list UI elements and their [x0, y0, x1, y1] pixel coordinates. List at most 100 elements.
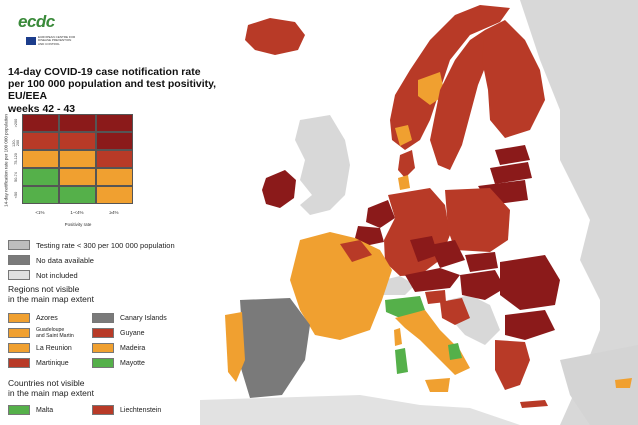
region-label: Martinique — [36, 359, 69, 367]
legend-label: Not included — [36, 270, 78, 280]
region-item: Guadeloupe and Saint Martin — [8, 327, 74, 339]
matrix-x-tick: 1-<4% — [70, 210, 84, 215]
legend-swatch — [92, 358, 114, 368]
belgium — [355, 226, 384, 246]
sweden — [430, 30, 490, 170]
sardinia — [395, 348, 408, 374]
map-title: 14-day COVID-19 case notification rate p… — [8, 66, 217, 115]
legend-swatch — [8, 405, 30, 415]
france-red — [340, 240, 372, 262]
country-label: Liechtenstein — [120, 406, 162, 414]
ecdc-logo: ecdc EUROPEAN CENTRE FOR DISEASE PREVENT… — [8, 6, 78, 48]
legend-swatch — [8, 343, 30, 353]
legend-swatch — [8, 255, 30, 265]
countries-title: Countries not visible in the main map ex… — [8, 378, 94, 398]
estonia — [495, 145, 530, 165]
eu-flag-icon — [26, 37, 36, 45]
region-item: Guyane — [92, 327, 145, 339]
slovakia — [465, 252, 498, 272]
matrix-cell — [22, 132, 59, 150]
spain — [240, 298, 310, 398]
region-label: Guadeloupe and Saint Martin — [36, 327, 74, 339]
matrix-y-tick: <50 — [14, 191, 18, 199]
matrix-y-tick: >200 — [14, 118, 18, 128]
region-label: Canary Islands — [120, 314, 167, 322]
region-item: La Reunion — [8, 342, 72, 354]
poland — [445, 188, 510, 252]
matrix-y-tick: 120-200 — [12, 139, 20, 147]
italy-north-green — [385, 296, 425, 318]
matrix-y-tick: 50-74 — [14, 172, 18, 182]
matrix-cell — [22, 168, 59, 186]
non-eu-land-turkey — [560, 345, 638, 425]
norway — [390, 5, 510, 150]
matrix-cell — [59, 150, 96, 168]
matrix-cell — [22, 186, 59, 204]
region-item: Mayotte — [92, 357, 145, 369]
matrix-cell — [96, 186, 133, 204]
legend-swatch — [92, 405, 114, 415]
matrix-cell — [59, 114, 96, 132]
matrix-cell — [59, 168, 96, 186]
slovenia — [425, 290, 446, 304]
non-eu-land-north-africa — [200, 395, 520, 425]
austria — [405, 268, 460, 292]
country-item: Malta — [8, 404, 53, 416]
norway-south-orange — [418, 72, 445, 105]
region-label: La Reunion — [36, 344, 72, 352]
matrix-cell — [96, 132, 133, 150]
netherlands — [366, 200, 395, 228]
finland — [482, 20, 545, 138]
sicily — [425, 378, 450, 392]
matrix-cell — [96, 114, 133, 132]
matrix-cell — [22, 114, 59, 132]
matrix-cell — [96, 150, 133, 168]
matrix-y-label: 14-day notification rate per 100 000 pop… — [3, 114, 9, 207]
sweden-orange — [395, 125, 412, 146]
logo-subtitle: EUROPEAN CENTRE FOR DISEASE PREVENTION A… — [38, 35, 76, 46]
czechia — [430, 240, 465, 268]
country-label: Malta — [36, 406, 54, 414]
region-item: Azores — [8, 312, 58, 324]
portugal — [225, 312, 245, 382]
latvia — [490, 162, 532, 184]
non-eu-land-greatbritain — [295, 115, 350, 215]
romania — [500, 255, 560, 310]
france — [290, 232, 392, 340]
corsica — [394, 328, 402, 346]
non-eu-land-east — [520, 0, 638, 425]
matrix-x-tick: ≥4% — [109, 210, 119, 215]
legend-item: Testing rate < 300 per 100 000 populatio… — [8, 239, 175, 251]
matrix-cell — [22, 150, 59, 168]
regions-title: Regions not visible in the main map exte… — [8, 284, 94, 304]
denmark-orange — [398, 175, 410, 190]
greece — [495, 340, 530, 390]
region-label: Guyane — [120, 329, 145, 337]
matrix-x-tick: <1% — [35, 210, 45, 215]
legend-swatch — [8, 358, 30, 368]
legend-swatch — [92, 313, 114, 323]
region-item: Madeira — [92, 342, 145, 354]
germany-dark — [410, 236, 438, 262]
legend-swatch — [8, 240, 30, 250]
italy-green — [448, 343, 462, 360]
matrix-cell — [96, 168, 133, 186]
region-label: Madeira — [120, 344, 146, 352]
iceland — [245, 18, 305, 55]
region-item: Martinique — [8, 357, 69, 369]
bulgaria — [505, 310, 555, 340]
croatia — [440, 298, 470, 325]
cyprus — [615, 378, 632, 388]
risk-matrix — [22, 114, 134, 206]
denmark — [398, 150, 415, 178]
matrix-cell — [59, 186, 96, 204]
legend-swatch — [8, 270, 30, 280]
matrix-y-tick: 75-120 — [14, 153, 18, 165]
crete — [520, 400, 548, 408]
hungary — [460, 270, 505, 300]
legend-item: No data available — [8, 254, 94, 266]
region-item: Canary Islands — [92, 312, 167, 324]
legend-swatch — [8, 328, 30, 338]
legend-label: No data available — [36, 255, 94, 265]
